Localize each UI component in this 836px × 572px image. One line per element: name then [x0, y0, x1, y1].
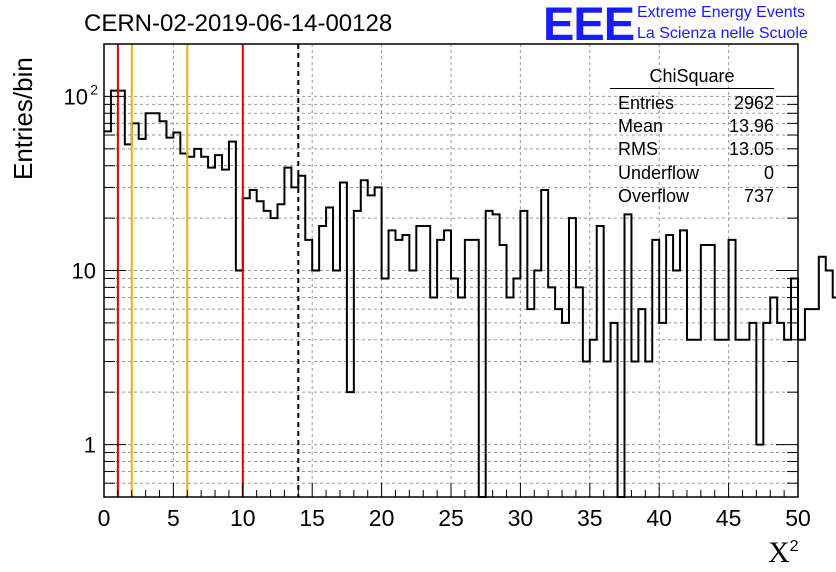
- y-tick-label: 10: [64, 84, 88, 109]
- y-tick-label: 1: [84, 433, 96, 458]
- logo-line-2: La Scienza nelle Scuole: [637, 25, 808, 42]
- x-tick-label: 20: [369, 505, 395, 531]
- x-tick-label: 30: [508, 505, 534, 531]
- stats-box: ChiSquare Entries 2962 Mean 13.96 RMS 13.05…: [610, 66, 774, 209]
- stats-row-underflow: Underflow 0: [618, 162, 774, 183]
- stats-row-rms: RMS 13.05: [618, 139, 774, 160]
- x-tick-label: 10: [230, 505, 256, 531]
- y-tick-label-exponent: 2: [90, 81, 98, 97]
- x-tick-label: 45: [716, 505, 742, 531]
- x-tick-label: 25: [438, 505, 464, 531]
- stats-row-mean: Mean 13.96: [618, 116, 774, 137]
- x-tick-label: 0: [98, 505, 111, 531]
- stats-row-entries: Entries 2962: [618, 93, 774, 113]
- stats-title: ChiSquare: [610, 66, 774, 89]
- plot-title: CERN-02-2019-06-14-00128: [84, 10, 393, 37]
- x-tick-label: 35: [577, 505, 603, 531]
- x-tick-label: 50: [785, 505, 811, 531]
- x-tick-label: 40: [646, 505, 672, 531]
- y-tick-label: 10: [72, 259, 96, 284]
- y-axis-label: Entries/bin: [8, 57, 38, 180]
- eee-logo-mark: EEE: [543, 0, 635, 50]
- x-axis-label: X2: [768, 536, 799, 569]
- logo-line-1: Extreme Energy Events: [637, 4, 806, 21]
- x-tick-label: 15: [299, 505, 325, 531]
- stats-row-overflow: Overflow 737: [618, 185, 774, 206]
- x-tick-label: 5: [167, 505, 180, 531]
